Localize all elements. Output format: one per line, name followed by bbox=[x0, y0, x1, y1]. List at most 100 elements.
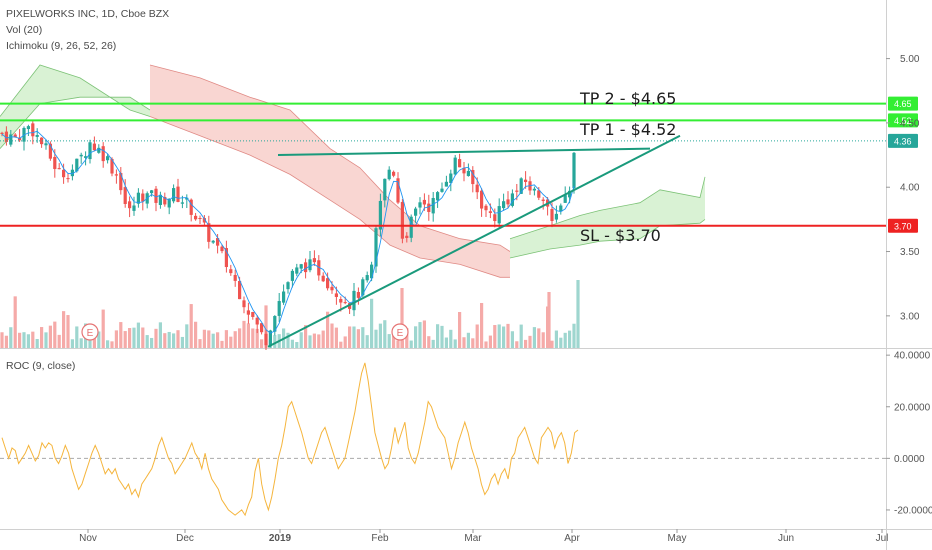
volume-bar bbox=[114, 330, 118, 348]
candle-up bbox=[75, 158, 79, 172]
candle-up bbox=[79, 154, 83, 157]
candle-down bbox=[317, 260, 321, 276]
candle-up bbox=[532, 188, 536, 191]
volume-bar bbox=[238, 328, 242, 348]
volume-bar bbox=[110, 341, 114, 348]
volume-bar bbox=[396, 340, 400, 348]
volume-bar bbox=[62, 311, 66, 348]
price-badge-label: 4.65 bbox=[894, 99, 912, 109]
volume-bar bbox=[405, 328, 409, 348]
roc-legend: ROC (9, close) bbox=[6, 360, 76, 372]
volume-bar bbox=[383, 320, 387, 348]
resistance-trendline bbox=[277, 147, 651, 157]
ichimoku-cloud-bull-2-edge bbox=[509, 176, 706, 240]
volume-bar bbox=[510, 331, 514, 348]
earnings-marker-label: E bbox=[397, 328, 404, 339]
volume-bar bbox=[255, 328, 259, 348]
candle-up bbox=[172, 188, 176, 202]
price-tick-label: 5.00 bbox=[900, 54, 920, 65]
candle-down bbox=[343, 302, 347, 304]
candle-up bbox=[374, 228, 378, 267]
candle-down bbox=[141, 193, 145, 202]
candle-down bbox=[216, 238, 220, 246]
volume-bar bbox=[18, 332, 22, 348]
candle-down bbox=[356, 292, 360, 298]
time-tick-label: Apr bbox=[564, 533, 580, 544]
candle-down bbox=[13, 134, 17, 138]
candle-down bbox=[334, 293, 338, 297]
volume-bar bbox=[220, 340, 224, 348]
candle-down bbox=[31, 123, 35, 137]
candle-up bbox=[106, 156, 110, 161]
candle-up bbox=[136, 192, 140, 204]
candle-up bbox=[559, 205, 563, 212]
volume-bar bbox=[242, 320, 246, 348]
volume-bar bbox=[506, 323, 510, 348]
candle-up bbox=[510, 193, 514, 206]
volume-bar bbox=[365, 335, 369, 348]
volume-bar bbox=[150, 337, 154, 348]
candle-down bbox=[189, 199, 193, 215]
volume-bar bbox=[321, 330, 325, 348]
volume-bar bbox=[330, 323, 334, 348]
candle-up bbox=[44, 143, 48, 146]
volume-bar bbox=[229, 336, 233, 348]
volume-bar bbox=[554, 330, 558, 348]
axes: 5.00 4.50 4.00 3.50 3.00 40.0000 20.0000 0.0000… bbox=[79, 54, 932, 544]
candle-down bbox=[524, 179, 528, 183]
ichimoku-conversion-line bbox=[1, 130, 575, 334]
volume-bar bbox=[299, 332, 303, 348]
candle-up bbox=[132, 205, 136, 211]
volume-bar bbox=[400, 288, 404, 348]
volume-bar bbox=[26, 334, 30, 348]
candle-up bbox=[502, 201, 506, 209]
volume-bar bbox=[295, 341, 299, 348]
volume-bar bbox=[458, 311, 462, 348]
candle-down bbox=[233, 274, 237, 281]
roc-tick-label: 40.0000 bbox=[894, 351, 931, 362]
candle-up bbox=[497, 206, 501, 224]
volume-bar bbox=[409, 340, 413, 348]
roc-line bbox=[1, 362, 579, 517]
volume-bar bbox=[436, 324, 440, 348]
candle-up bbox=[370, 264, 374, 279]
candle-down bbox=[163, 196, 167, 205]
candle-down bbox=[57, 168, 61, 170]
volume-bar bbox=[22, 332, 26, 348]
candle-down bbox=[541, 199, 545, 201]
volume-bar bbox=[88, 340, 92, 348]
candle-down bbox=[255, 317, 259, 325]
volume-bar bbox=[273, 335, 277, 348]
price-badge-label: 3.70 bbox=[894, 221, 912, 231]
candle-down bbox=[264, 333, 268, 346]
candle-down bbox=[128, 201, 132, 209]
volume-bar bbox=[547, 292, 551, 348]
roc-tick-label: 0.0000 bbox=[894, 454, 925, 465]
candle-up bbox=[568, 190, 572, 198]
volume-bar bbox=[172, 333, 176, 348]
volume-bar bbox=[427, 336, 431, 348]
volume-bar bbox=[414, 326, 418, 348]
volume-bar bbox=[334, 327, 338, 348]
candle-up bbox=[409, 216, 413, 238]
candle-up bbox=[211, 240, 215, 243]
candle-down bbox=[484, 205, 488, 211]
volume-bar bbox=[233, 331, 237, 348]
candle-up bbox=[158, 194, 162, 205]
candle-down bbox=[326, 278, 330, 289]
time-tick-label: Dec bbox=[176, 533, 194, 544]
candle-up bbox=[361, 279, 365, 296]
volume-bar bbox=[48, 325, 52, 348]
candle-up bbox=[378, 200, 382, 230]
volume-bar bbox=[202, 329, 206, 348]
volume-bar bbox=[198, 339, 202, 348]
symbol-title: PIXELWORKS INC, 1D, Cboe BZX bbox=[6, 8, 170, 20]
volume-bar bbox=[132, 327, 136, 348]
volume-bar bbox=[9, 327, 13, 348]
volume-bar bbox=[453, 339, 457, 348]
volume-bar bbox=[356, 329, 360, 348]
volume-bar bbox=[515, 341, 519, 348]
candle-up bbox=[180, 202, 184, 204]
volume-bar bbox=[251, 328, 255, 348]
